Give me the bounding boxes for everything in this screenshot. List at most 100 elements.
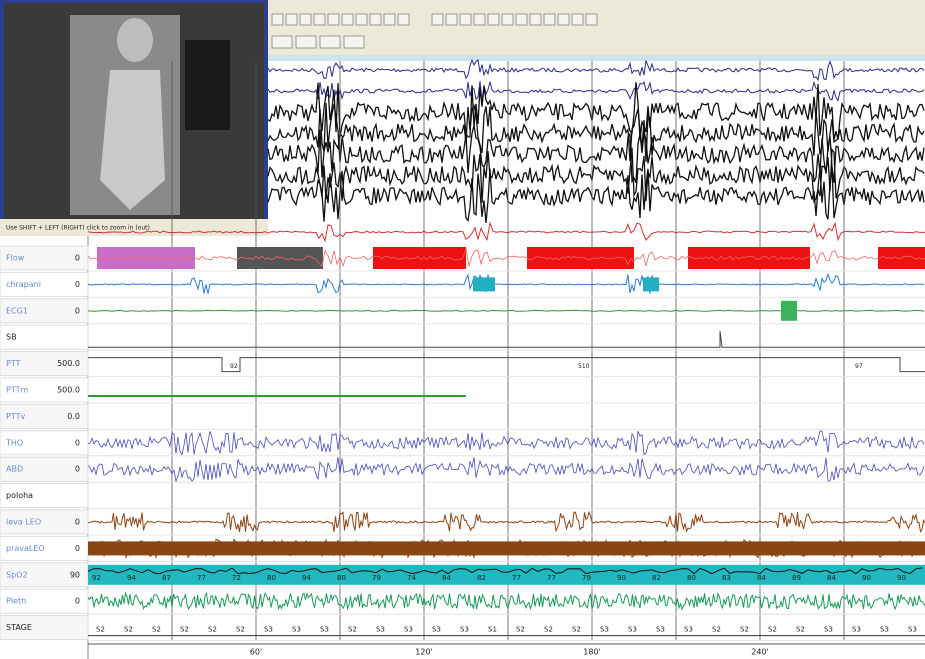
toolbar-button[interactable] bbox=[272, 36, 292, 48]
toolbar-button[interactable] bbox=[586, 14, 597, 25]
stage-label: S3 bbox=[880, 626, 889, 634]
stage-label: S3 bbox=[628, 626, 637, 634]
channel-label: PTTm bbox=[6, 386, 28, 395]
waveform bbox=[88, 274, 924, 293]
toolbar-button[interactable] bbox=[446, 14, 457, 25]
ptt-trace bbox=[88, 358, 925, 372]
channel-label: poloha bbox=[6, 491, 33, 500]
channel-label: Pleth bbox=[6, 597, 26, 606]
snore-block bbox=[643, 277, 659, 291]
stage-label: S3 bbox=[460, 626, 469, 634]
spo2-value: 79 bbox=[372, 574, 381, 582]
time-label: 240' bbox=[751, 648, 768, 657]
spo2-value: 90 bbox=[617, 574, 626, 582]
stage-label: S2 bbox=[544, 626, 553, 634]
spo2-value: 90 bbox=[897, 574, 906, 582]
spo2-value: 77 bbox=[512, 574, 521, 582]
toolbar-button[interactable] bbox=[474, 14, 485, 25]
channel-label: PTTv bbox=[6, 412, 25, 421]
stage-label: S3 bbox=[600, 626, 609, 634]
toolbar-button[interactable] bbox=[572, 14, 583, 25]
spo2-value: 90 bbox=[862, 574, 871, 582]
toolbar-button[interactable] bbox=[342, 14, 353, 25]
ptt-value: 97 bbox=[855, 363, 863, 370]
spo2-value: 83 bbox=[722, 574, 731, 582]
toolbar-button[interactable] bbox=[502, 14, 513, 25]
channel-scale: 0 bbox=[75, 280, 80, 289]
channel-scale: 0 bbox=[75, 465, 80, 474]
toolbar-button[interactable] bbox=[460, 14, 471, 25]
spo2-value: 87 bbox=[162, 574, 171, 582]
toolbar-button[interactable] bbox=[544, 14, 555, 25]
toolbar-button[interactable] bbox=[356, 14, 367, 25]
spo2-value: 80 bbox=[267, 574, 276, 582]
waveform bbox=[88, 310, 924, 311]
channel-label: SpO2 bbox=[6, 570, 28, 579]
snore-block bbox=[473, 277, 495, 291]
spo2-value: 77 bbox=[197, 574, 206, 582]
channel-label: leva LEO bbox=[6, 518, 41, 527]
stage-label: S1 bbox=[488, 626, 497, 634]
toolbar-button[interactable] bbox=[398, 14, 409, 25]
toolbar-button[interactable] bbox=[384, 14, 395, 25]
channel-label: chrapani bbox=[6, 280, 41, 289]
channel-scale: 0 bbox=[75, 544, 80, 553]
channel-label: pravaLEO bbox=[6, 544, 45, 553]
toolbar-button[interactable] bbox=[516, 14, 527, 25]
stage-label: S2 bbox=[740, 626, 749, 634]
toolbar-button[interactable] bbox=[530, 14, 541, 25]
channel-label: STAGE bbox=[6, 623, 32, 632]
toolbar-button[interactable] bbox=[488, 14, 499, 25]
channel-scale: 500.0 bbox=[57, 359, 80, 368]
toolbar-button[interactable] bbox=[314, 14, 325, 25]
toolbar-button[interactable] bbox=[286, 14, 297, 25]
time-label: 120' bbox=[415, 648, 432, 657]
toolbar-button[interactable] bbox=[558, 14, 569, 25]
spo2-value: 72 bbox=[232, 574, 241, 582]
spo2-value: 89 bbox=[792, 574, 801, 582]
toolbar-button[interactable] bbox=[296, 36, 316, 48]
screen: Use SHIFT + LEFT (RIGHT) click to zoom i… bbox=[0, 0, 925, 659]
channel-scale: 0 bbox=[75, 438, 80, 447]
channel-label: Flow bbox=[6, 254, 25, 263]
toolbar-button[interactable] bbox=[272, 14, 283, 25]
channel-label: ECG1 bbox=[6, 306, 28, 315]
toolbar-button[interactable] bbox=[344, 36, 364, 48]
stage-label: S3 bbox=[432, 626, 441, 634]
stage-label: S2 bbox=[208, 626, 217, 634]
scroll-strip bbox=[268, 55, 925, 61]
waveform bbox=[268, 60, 924, 80]
stage-label: S3 bbox=[656, 626, 665, 634]
waveform bbox=[268, 148, 924, 203]
channel-scale: 0 bbox=[75, 306, 80, 315]
waveform bbox=[88, 431, 924, 455]
head bbox=[117, 18, 153, 62]
toolbar-button[interactable] bbox=[328, 14, 339, 25]
waveform bbox=[88, 593, 925, 609]
stage-label: S3 bbox=[684, 626, 693, 634]
stage-label: S2 bbox=[124, 626, 133, 634]
toolbar-button[interactable] bbox=[432, 14, 443, 25]
stage-label: S2 bbox=[152, 626, 161, 634]
toolbar-button[interactable] bbox=[300, 14, 311, 25]
spo2-value: 84 bbox=[827, 574, 836, 582]
time-label: 180' bbox=[583, 648, 600, 657]
stage-label: S2 bbox=[796, 626, 805, 634]
toolbar-button[interactable] bbox=[370, 14, 381, 25]
stage-label: S2 bbox=[96, 626, 105, 634]
stage-label: S3 bbox=[404, 626, 413, 634]
toolbar bbox=[268, 0, 925, 55]
stage-label: S3 bbox=[292, 626, 301, 634]
spo2-value: 74 bbox=[407, 574, 416, 582]
stage-label: S2 bbox=[236, 626, 245, 634]
stage-label: S2 bbox=[712, 626, 721, 634]
stage-label: S2 bbox=[348, 626, 357, 634]
stage-label: S3 bbox=[264, 626, 273, 634]
channel-scale: 90 bbox=[70, 570, 80, 579]
toolbar-button[interactable] bbox=[320, 36, 340, 48]
ptt-value: 510 bbox=[578, 363, 590, 370]
stage-label: S3 bbox=[852, 626, 861, 634]
spo2-value: 94 bbox=[302, 574, 311, 582]
spo2-value: 80 bbox=[337, 574, 346, 582]
channel-label: THO bbox=[5, 438, 23, 447]
